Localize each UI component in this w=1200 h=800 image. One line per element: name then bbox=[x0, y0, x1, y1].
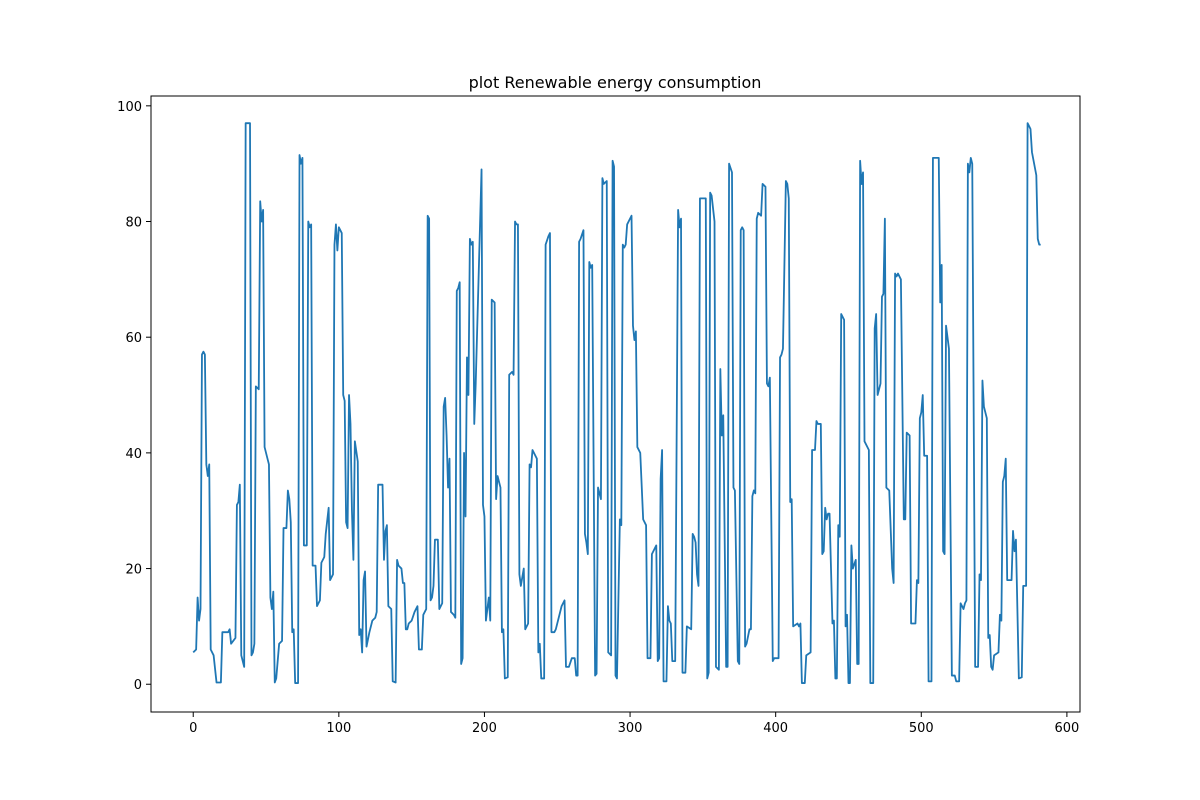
x-tick-label: 300 bbox=[618, 721, 643, 736]
y-tick-label: 100 bbox=[117, 100, 142, 115]
x-tick-label: 200 bbox=[472, 721, 497, 736]
chart-title: plot Renewable energy consumption bbox=[469, 73, 762, 92]
y-tick-label: 0 bbox=[134, 678, 142, 693]
plot-frame bbox=[150, 95, 1081, 713]
y-tick-label: 40 bbox=[125, 447, 142, 462]
y-tick-label: 20 bbox=[125, 563, 142, 578]
x-tick-label: 500 bbox=[909, 721, 934, 736]
x-tick-label: 0 bbox=[189, 721, 197, 736]
line-series bbox=[192, 122, 1041, 684]
y-tick-label: 60 bbox=[125, 331, 142, 346]
x-tick-label: 600 bbox=[1054, 721, 1079, 736]
x-tick-label: 400 bbox=[763, 721, 788, 736]
x-tick-label: 100 bbox=[326, 721, 351, 736]
y-tick-label: 80 bbox=[125, 216, 142, 231]
